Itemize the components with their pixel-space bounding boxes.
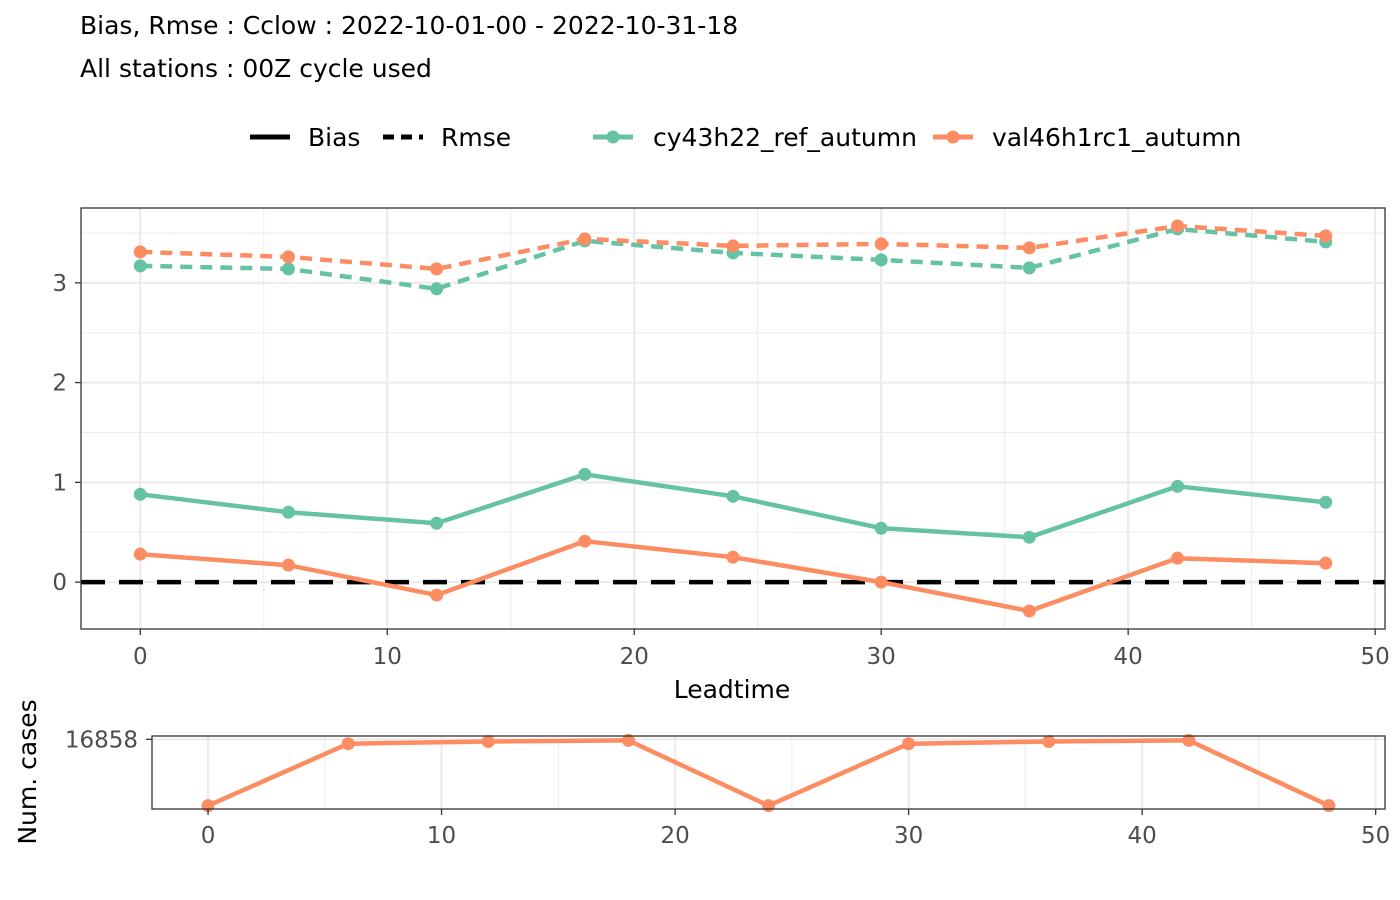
data-point-val46h1rc1_autumn-rmse xyxy=(430,262,444,276)
num-cases-point xyxy=(481,735,495,749)
x-tick-label: 10 xyxy=(373,644,402,670)
data-point-cy43h22_ref_autumn-bias xyxy=(1319,495,1333,509)
legend-bias-label: Bias xyxy=(308,123,360,152)
data-point-cy43h22_ref_autumn-rmse xyxy=(133,259,147,273)
data-point-val46h1rc1_autumn-bias xyxy=(1022,604,1036,618)
data-point-cy43h22_ref_autumn-rmse xyxy=(281,262,295,276)
num-cases-point xyxy=(1182,733,1196,747)
data-point-val46h1rc1_autumn-bias xyxy=(874,575,888,589)
data-point-cy43h22_ref_autumn-rmse xyxy=(1022,261,1036,275)
x-tick-label: 20 xyxy=(620,644,649,670)
data-point-cy43h22_ref_autumn-rmse xyxy=(430,282,444,296)
chart-title: Bias, Rmse : Cclow : 2022-10-01-00 - 202… xyxy=(80,11,738,40)
data-point-val46h1rc1_autumn-bias xyxy=(726,550,740,564)
num-cases-panel-border xyxy=(151,735,1386,810)
y-tick-label: 0 xyxy=(52,570,67,596)
data-point-cy43h22_ref_autumn-bias xyxy=(281,505,295,519)
legend-model2-label: val46h1rc1_autumn xyxy=(992,123,1242,152)
legend-rmse-label: Rmse xyxy=(441,123,511,152)
x-tick-label: 30 xyxy=(867,644,896,670)
data-point-val46h1rc1_autumn-rmse xyxy=(726,239,740,253)
data-point-cy43h22_ref_autumn-bias xyxy=(1171,479,1185,493)
x-tick-label: 0 xyxy=(201,823,216,849)
data-point-cy43h22_ref_autumn-bias xyxy=(133,487,147,501)
series-line-cy43h22_ref_autumn-bias xyxy=(140,472,1326,540)
num-cases-point xyxy=(1042,735,1056,749)
num-cases-axes: 16858 0 10 20 30 40 50 xyxy=(65,727,1390,849)
x-tick-label: 10 xyxy=(427,823,456,849)
x-tick-label: 50 xyxy=(1360,644,1389,670)
data-point-val46h1rc1_autumn-rmse xyxy=(1171,219,1185,233)
data-point-val46h1rc1_autumn-rmse xyxy=(281,250,295,264)
data-point-val46h1rc1_autumn-bias xyxy=(1319,556,1333,570)
num-cases-point xyxy=(762,799,775,813)
legend-model2-marker xyxy=(946,130,960,144)
data-point-cy43h22_ref_autumn-bias xyxy=(874,521,888,535)
x-axis-title: Leadtime xyxy=(674,675,791,704)
num-cases-point xyxy=(1322,799,1336,813)
data-point-cy43h22_ref_autumn-bias xyxy=(726,489,740,503)
y-tick-label: 2 xyxy=(52,371,67,397)
data-point-val46h1rc1_autumn-bias xyxy=(1171,551,1185,565)
data-point-val46h1rc1_autumn-rmse xyxy=(1022,241,1036,255)
data-point-val46h1rc1_autumn-rmse xyxy=(133,245,147,259)
data-point-cy43h22_ref_autumn-bias xyxy=(1022,530,1036,544)
x-tick-label: 40 xyxy=(1127,823,1156,849)
legend-model1-label: cy43h22_ref_autumn xyxy=(653,123,917,152)
legend-model1-marker xyxy=(606,130,620,144)
chart-subtitle: All stations : 00Z cycle used xyxy=(80,54,432,83)
data-point-val46h1rc1_autumn-bias xyxy=(281,558,295,572)
x-tick-label: 40 xyxy=(1114,644,1143,670)
data-point-val46h1rc1_autumn-rmse xyxy=(874,237,888,251)
data-point-val46h1rc1_autumn-bias xyxy=(578,534,592,548)
num-cases-line xyxy=(207,738,1330,808)
x-tick-label: 50 xyxy=(1361,823,1390,849)
data-point-val46h1rc1_autumn-rmse xyxy=(578,232,592,246)
num-cases-point xyxy=(341,737,355,751)
data-point-cy43h22_ref_autumn-bias xyxy=(578,467,592,481)
y-tick-label: 3 xyxy=(52,271,67,297)
data-point-val46h1rc1_autumn-rmse xyxy=(1319,229,1333,243)
x-tick-label: 30 xyxy=(894,823,923,849)
data-point-cy43h22_ref_autumn-rmse xyxy=(874,253,888,267)
y-tick-label: 16858 xyxy=(65,727,138,753)
num-cases-point xyxy=(621,733,635,747)
data-point-val46h1rc1_autumn-bias xyxy=(430,588,444,602)
num-cases-point xyxy=(902,737,916,751)
legend: Bias Rmse cy43h22_ref_autumn val46h1rc1_… xyxy=(250,123,1242,152)
data-point-cy43h22_ref_autumn-bias xyxy=(430,516,444,530)
x-tick-label: 0 xyxy=(133,644,148,670)
data-point-val46h1rc1_autumn-bias xyxy=(133,547,147,561)
y-tick-label: 1 xyxy=(52,470,67,496)
num-cases-panel xyxy=(151,733,1386,813)
main-plot-panel xyxy=(80,207,1386,630)
main-panel-border xyxy=(80,207,1386,630)
x-tick-label: 20 xyxy=(660,823,689,849)
num-cases-axis-title: Num. cases xyxy=(13,699,42,844)
